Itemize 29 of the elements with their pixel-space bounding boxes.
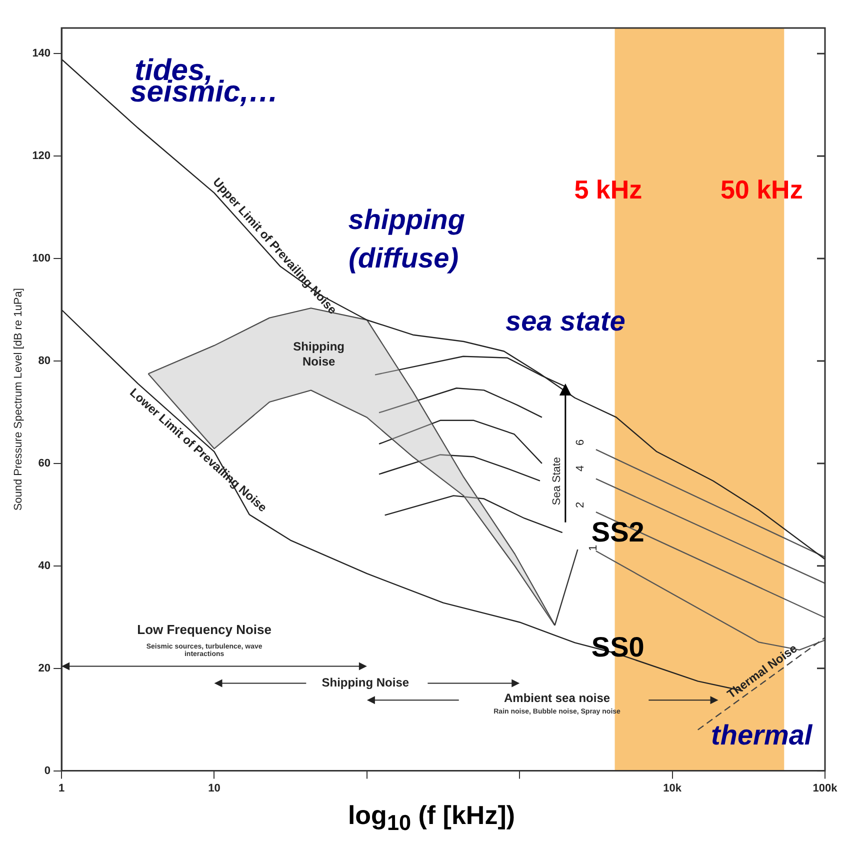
x-tick-label: 1 [58,782,65,794]
y-tick-label: 60 [38,457,51,470]
annotation: thermal [711,719,814,750]
y-tick-label: 120 [32,150,51,162]
annotation: Low Frequency Noise [137,622,272,637]
annotation: SS0 [591,632,644,663]
annotation: 4 [574,465,587,472]
x-tick-label: 10k [663,782,682,794]
annotation: sea state [505,306,626,337]
annotation: Noise [302,354,336,369]
annotation: (diffuse) [348,242,459,274]
y-axis-title: Sound Pressure Spectrum Level [dB re 1uPa] [12,288,25,511]
x-axis-title: log$_{10}$ (f [kHz]) [346,800,516,836]
y-tick-label: 100 [32,252,51,265]
x-tick-label: 100k [812,782,838,794]
y-tick-label: 40 [38,560,51,572]
annotation: Shipping [293,340,344,354]
annotation: shipping [348,204,465,235]
x-tick-label: 10 [208,782,220,794]
annotation: 6 [574,439,587,446]
annotation: 1 [588,544,600,552]
annotation: Shipping Noise [322,675,410,690]
annotation: Sea State [551,456,564,506]
annotation: Ambient sea noise [504,691,610,706]
annotation: 2 [574,502,587,508]
y-tick-label: 20 [38,662,51,674]
y-tick-label: 140 [32,48,51,60]
y-tick-label: 0 [44,764,51,777]
y-tick-label: 80 [38,355,51,368]
